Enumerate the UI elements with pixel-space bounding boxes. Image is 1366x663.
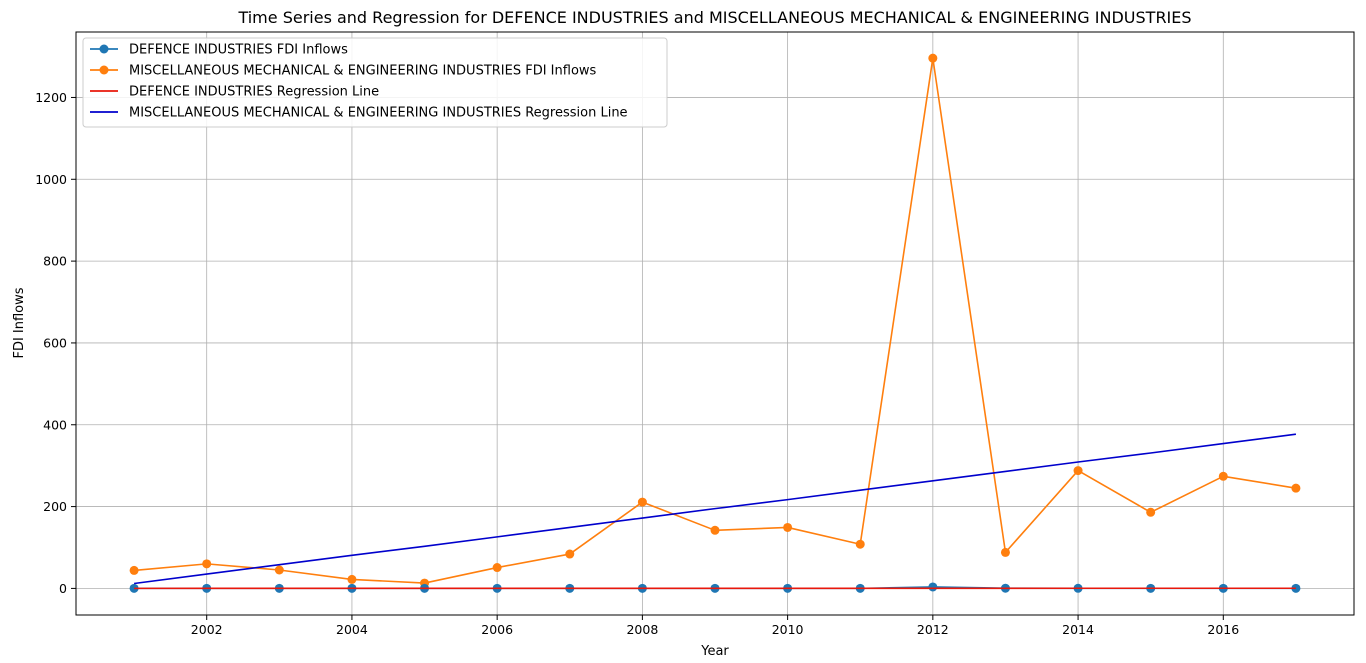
y-tick-label: 1000 xyxy=(35,172,67,187)
series-line-3 xyxy=(133,433,1297,585)
series-layer xyxy=(129,53,1301,593)
x-tick-label: 2012 xyxy=(917,622,949,637)
series-1-point xyxy=(274,565,284,575)
legend-marker-0 xyxy=(99,44,109,54)
x-tick-label: 2004 xyxy=(336,622,368,637)
series-1-point xyxy=(202,559,212,569)
x-tick-label: 2010 xyxy=(772,622,804,637)
x-axis-label: Year xyxy=(700,644,729,659)
series-line-1 xyxy=(134,57,1297,584)
legend-entry-1: MISCELLANEOUS MECHANICAL & ENGINEERING I… xyxy=(129,64,597,79)
series-1-point xyxy=(637,497,647,507)
series-1-point xyxy=(492,563,502,573)
y-tick-label: 1200 xyxy=(35,90,67,105)
series-1-point xyxy=(1291,483,1301,493)
series-1-point xyxy=(1146,507,1156,517)
ticks: 2002 2004 2006 2008 2010 2012 2014 2016 0 200 400 6… xyxy=(35,90,1239,637)
series-1-point xyxy=(855,539,865,549)
x-tick-label: 2002 xyxy=(191,622,223,637)
series-1-point xyxy=(565,549,575,559)
legend-marker-1 xyxy=(99,65,109,75)
legend-box xyxy=(82,37,668,128)
chart-title: Time Series and Regression for DEFENCE I… xyxy=(237,8,1191,27)
y-axis-label: FDI Inflows xyxy=(12,287,27,358)
y-tick-label: 400 xyxy=(43,417,67,432)
legend-entry-2: DEFENCE INDUSTRIES Regression Line xyxy=(129,85,379,100)
legend: DEFENCE INDUSTRIES FDI Inflows MISCELLANE… xyxy=(82,37,668,128)
series-1-point xyxy=(928,53,938,63)
series-1-point xyxy=(710,525,720,535)
series-1-point xyxy=(347,574,357,584)
y-tick-label: 200 xyxy=(43,499,67,514)
series-1-point xyxy=(1000,547,1010,557)
y-tick-label: 0 xyxy=(59,581,67,596)
series-1-point xyxy=(129,565,139,575)
plot-frame xyxy=(75,31,1355,616)
x-tick-label: 2016 xyxy=(1207,622,1239,637)
legend-entry-0: DEFENCE INDUSTRIES FDI Inflows xyxy=(129,43,348,58)
series-1-point xyxy=(1073,466,1083,476)
series-1-point xyxy=(1218,471,1228,481)
series-1-point xyxy=(783,522,793,532)
y-tick-label: 800 xyxy=(43,254,67,269)
y-tick-label: 600 xyxy=(43,335,67,350)
x-tick-label: 2008 xyxy=(626,622,658,637)
legend-entry-3: MISCELLANEOUS MECHANICAL & ENGINEERING I… xyxy=(129,106,628,121)
x-tick-label: 2014 xyxy=(1062,622,1094,637)
x-tick-label: 2006 xyxy=(481,622,513,637)
series-0-point xyxy=(928,582,938,592)
